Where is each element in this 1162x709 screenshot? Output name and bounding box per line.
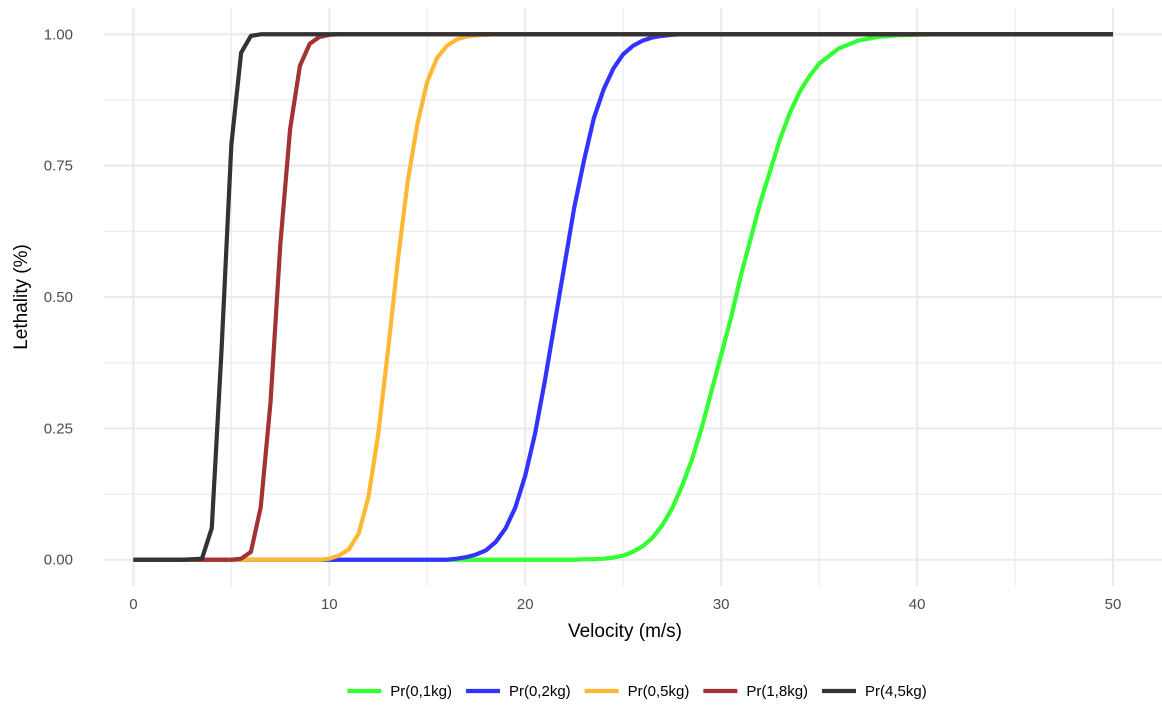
x-tick-label: 50 — [1105, 596, 1122, 613]
legend-item-2: Pr(0,2kg) — [465, 683, 571, 700]
y-axis-tick-labels: 0.00 0.25 0.50 0.75 1.00 — [44, 26, 73, 568]
legend-label: Pr(0,2kg) — [509, 683, 571, 700]
series-line-5 — [133, 32, 1114, 562]
y-tick-label: 1.00 — [44, 26, 73, 43]
x-tick-label: 30 — [713, 596, 730, 613]
y-tick-label: 0.75 — [44, 158, 73, 175]
y-tick-label: 0.50 — [44, 289, 73, 306]
x-tick-label: 40 — [909, 596, 926, 613]
y-axis-title: Lethality (%) — [11, 244, 32, 350]
legend-item-3: Pr(0,5kg) — [584, 683, 690, 700]
legend-item-5: Pr(4,5kg) — [822, 683, 927, 700]
series-lines — [133, 32, 1114, 562]
legend-label: Pr(4,5kg) — [865, 683, 927, 700]
x-axis-tick-labels: 0 10 20 30 40 50 — [129, 596, 1121, 613]
x-tick-label: 10 — [321, 596, 338, 613]
x-axis-title: Velocity (m/s) — [568, 621, 682, 642]
legend-label: Pr(1,8kg) — [746, 683, 808, 700]
x-tick-label: 20 — [517, 596, 534, 613]
legend-label: Pr(0,1kg) — [390, 683, 452, 700]
x-tick-label: 0 — [129, 596, 137, 613]
legend-item-1: Pr(0,1kg) — [347, 683, 452, 700]
legend-label: Pr(0,5kg) — [628, 683, 690, 700]
legend-item-4: Pr(1,8kg) — [703, 683, 808, 700]
legend: Pr(0,1kg) Pr(0,2kg) Pr(0,5kg) Pr(1,8kg) Pr(4… — [347, 683, 927, 700]
y-tick-label: 0.00 — [44, 552, 73, 569]
grid-lines — [104, 8, 1162, 586]
y-tick-label: 0.25 — [44, 420, 73, 437]
